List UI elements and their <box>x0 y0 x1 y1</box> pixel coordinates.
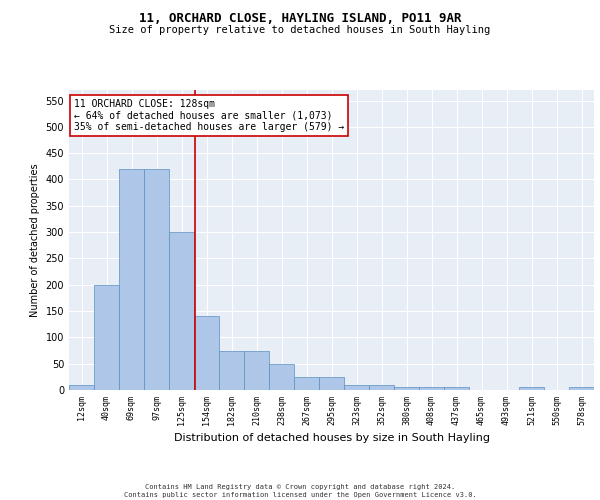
Text: 11 ORCHARD CLOSE: 128sqm
← 64% of detached houses are smaller (1,073)
35% of sem: 11 ORCHARD CLOSE: 128sqm ← 64% of detach… <box>74 99 344 132</box>
Y-axis label: Number of detached properties: Number of detached properties <box>30 163 40 317</box>
Bar <box>69 384 94 390</box>
Bar <box>519 388 544 390</box>
Bar <box>219 350 244 390</box>
Bar <box>444 388 469 390</box>
Text: 11, ORCHARD CLOSE, HAYLING ISLAND, PO11 9AR: 11, ORCHARD CLOSE, HAYLING ISLAND, PO11 … <box>139 12 461 26</box>
Bar <box>394 388 419 390</box>
Bar <box>119 169 144 390</box>
Bar <box>344 384 369 390</box>
Bar <box>244 350 269 390</box>
Bar <box>569 388 594 390</box>
Text: Size of property relative to detached houses in South Hayling: Size of property relative to detached ho… <box>109 25 491 35</box>
Bar <box>94 284 119 390</box>
Bar <box>294 377 319 390</box>
Bar <box>419 388 444 390</box>
X-axis label: Distribution of detached houses by size in South Hayling: Distribution of detached houses by size … <box>173 433 490 443</box>
Bar <box>319 377 344 390</box>
Bar <box>194 316 219 390</box>
Bar <box>169 232 194 390</box>
Bar <box>269 364 294 390</box>
Text: Contains HM Land Registry data © Crown copyright and database right 2024.
Contai: Contains HM Land Registry data © Crown c… <box>124 484 476 498</box>
Bar <box>144 169 169 390</box>
Bar <box>369 384 394 390</box>
